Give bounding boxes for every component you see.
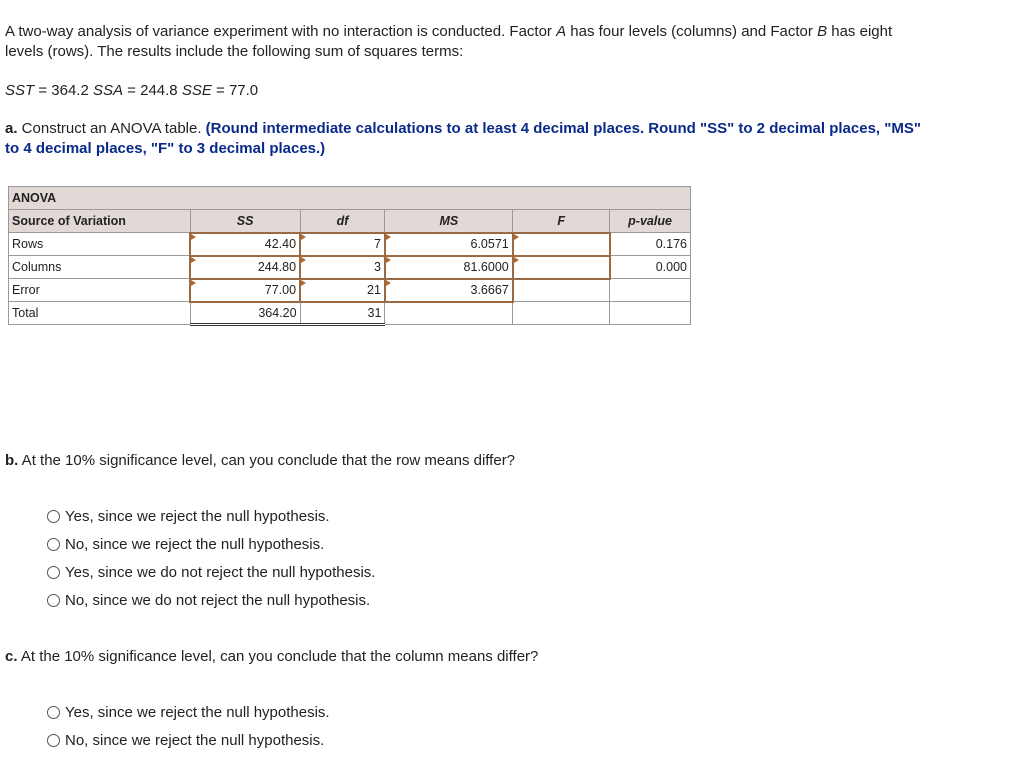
- source-cell: Error: [8, 278, 191, 302]
- table-row-total: Total 364.20 31: [8, 301, 691, 326]
- part-b-option-1[interactable]: Yes, since we reject the null hypothesis…: [47, 508, 330, 525]
- option-label: No, since we reject the null hypothesis.: [65, 536, 325, 553]
- p-value-cell: 0.176: [609, 232, 691, 256]
- f-cell: [512, 278, 611, 302]
- p-value-cell: 0.000: [609, 255, 691, 279]
- header-ss: SS: [189, 209, 301, 233]
- radio-icon[interactable]: [47, 594, 60, 607]
- table-row-columns: Columns 244.80 3 81.6000 0.000: [8, 254, 691, 280]
- ms-input[interactable]: 81.6000: [383, 254, 514, 280]
- ss-input[interactable]: 244.80: [189, 254, 302, 280]
- ss-input[interactable]: 77.00: [189, 277, 302, 303]
- radio-icon[interactable]: [47, 538, 60, 551]
- ms-input[interactable]: 3.6667: [383, 277, 514, 303]
- f-input[interactable]: [511, 254, 611, 280]
- radio-icon[interactable]: [47, 734, 60, 747]
- part-b-prompt: b. At the 10% significance level, can yo…: [5, 452, 516, 469]
- ms-cell: [384, 301, 514, 325]
- p-value-cell: [609, 301, 691, 325]
- ss-total: 364.20: [189, 301, 301, 326]
- part-b-option-2[interactable]: No, since we reject the null hypothesis.: [47, 536, 324, 553]
- df-input[interactable]: 21: [299, 277, 386, 303]
- source-cell: Columns: [8, 255, 191, 279]
- part-c-option-2[interactable]: No, since we reject the null hypothesis.: [47, 732, 324, 749]
- part-a-prompt: a. Construct an ANOVA table. (Round inte…: [5, 120, 921, 137]
- p-value-cell: [609, 278, 691, 302]
- option-label: Yes, since we reject the null hypothesis…: [65, 508, 330, 525]
- radio-icon[interactable]: [47, 566, 60, 579]
- option-label: Yes, since we reject the null hypothesis…: [65, 704, 330, 721]
- radio-icon[interactable]: [47, 510, 60, 523]
- part-c-prompt: c. At the 10% significance level, can yo…: [5, 648, 539, 665]
- header-f: F: [512, 209, 611, 233]
- df-total: 31: [299, 301, 386, 326]
- f-cell: [512, 301, 611, 325]
- header-source: Source of Variation: [8, 209, 191, 233]
- table-row-error: Error 77.00 21 3.6667: [8, 277, 691, 303]
- table-row-rows: Rows 42.40 7 6.0571 0.176: [8, 231, 691, 257]
- source-cell: Total: [8, 301, 191, 325]
- part-c-option-1[interactable]: Yes, since we reject the null hypothesis…: [47, 704, 330, 721]
- f-input[interactable]: [511, 231, 611, 257]
- sum-of-squares: SST = 364.2 SSA = 244.8 SSE = 77.0: [5, 82, 259, 99]
- anova-title: ANOVA: [8, 186, 691, 210]
- part-b-option-3[interactable]: Yes, since we do not reject the null hyp…: [47, 564, 375, 581]
- df-input[interactable]: 3: [299, 254, 386, 280]
- ms-input[interactable]: 6.0571: [383, 231, 514, 257]
- option-label: Yes, since we do not reject the null hyp…: [65, 564, 376, 581]
- radio-icon[interactable]: [47, 706, 60, 719]
- header-p-value: p-value: [609, 209, 691, 233]
- df-input[interactable]: 7: [299, 231, 386, 257]
- part-b-option-4[interactable]: No, since we do not reject the null hypo…: [47, 592, 370, 609]
- source-cell: Rows: [8, 232, 191, 256]
- option-label: No, since we reject the null hypothesis.: [65, 732, 325, 749]
- header-df: df: [299, 209, 386, 233]
- part-a-instructions: to 4 decimal places, "F" to 3 decimal pl…: [5, 140, 326, 157]
- ss-input[interactable]: 42.40: [189, 231, 302, 257]
- option-label: No, since we do not reject the null hypo…: [65, 592, 371, 609]
- anova-table: ANOVA Source of Variation SS df MS F p-v…: [8, 186, 691, 326]
- intro-line-1: A two-way analysis of variance experimen…: [5, 23, 893, 40]
- intro-line-2: levels (rows). The results include the f…: [5, 43, 464, 60]
- header-ms: MS: [384, 209, 514, 233]
